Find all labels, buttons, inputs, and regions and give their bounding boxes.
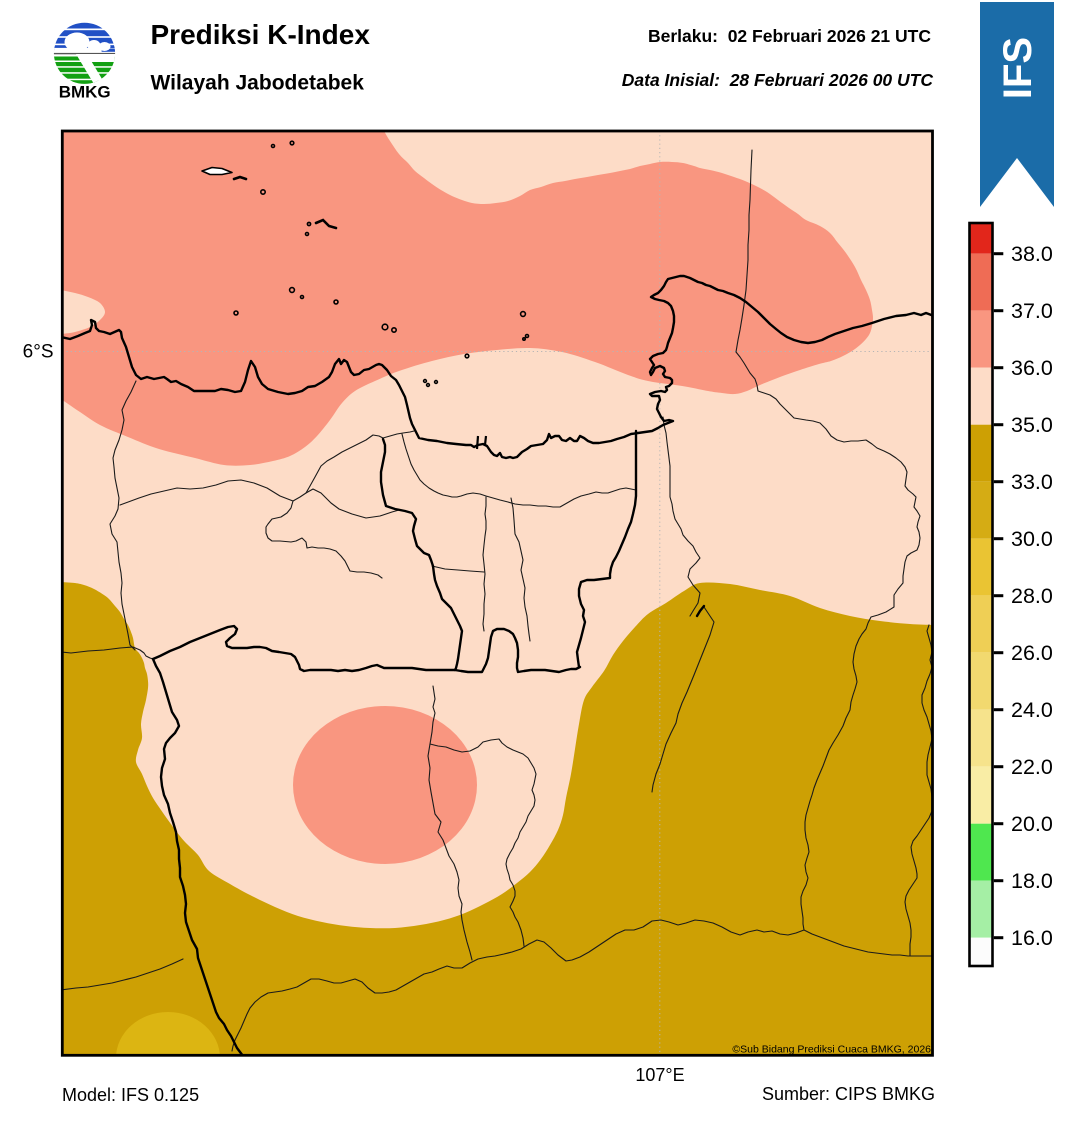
svg-text:Prediksi K-Index: Prediksi K-Index — [151, 19, 371, 50]
svg-text:30.0: 30.0 — [1011, 527, 1053, 551]
svg-text:BMKG: BMKG — [59, 83, 111, 102]
svg-text:Model: IFS 0.125: Model: IFS 0.125 — [62, 1085, 199, 1105]
svg-text:Berlaku: 02 Februari 2026 21: Berlaku: 02 Februari 2026 21 UTC — [648, 26, 931, 46]
svg-text:36.0: 36.0 — [1011, 356, 1053, 380]
svg-text:IFS: IFS — [996, 37, 1040, 99]
svg-text:©Sub Bidang Prediksi Cuaca BMK: ©Sub Bidang Prediksi Cuaca BMKG, 2026 — [732, 1044, 931, 1056]
svg-text:22.0: 22.0 — [1011, 755, 1053, 779]
svg-text:20.0: 20.0 — [1011, 812, 1053, 836]
svg-text:26.0: 26.0 — [1011, 641, 1053, 665]
svg-text:107°E: 107°E — [635, 1065, 684, 1085]
svg-text:18.0: 18.0 — [1011, 869, 1053, 893]
svg-text:Data Inisial: 28 Februari 202: Data Inisial: 28 Februari 2026 00 UTC — [622, 70, 934, 90]
svg-text:6°S: 6°S — [23, 342, 54, 363]
svg-text:28.0: 28.0 — [1011, 584, 1053, 608]
svg-text:Sumber: CIPS BMKG: Sumber: CIPS BMKG — [762, 1084, 935, 1104]
svg-text:Wilayah Jabodetabek: Wilayah Jabodetabek — [151, 72, 365, 95]
svg-text:37.0: 37.0 — [1011, 299, 1053, 323]
svg-text:16.0: 16.0 — [1011, 926, 1053, 950]
svg-text:38.0: 38.0 — [1011, 242, 1053, 266]
svg-text:24.0: 24.0 — [1011, 698, 1053, 722]
svg-text:35.0: 35.0 — [1011, 413, 1053, 437]
svg-text:33.0: 33.0 — [1011, 470, 1053, 494]
